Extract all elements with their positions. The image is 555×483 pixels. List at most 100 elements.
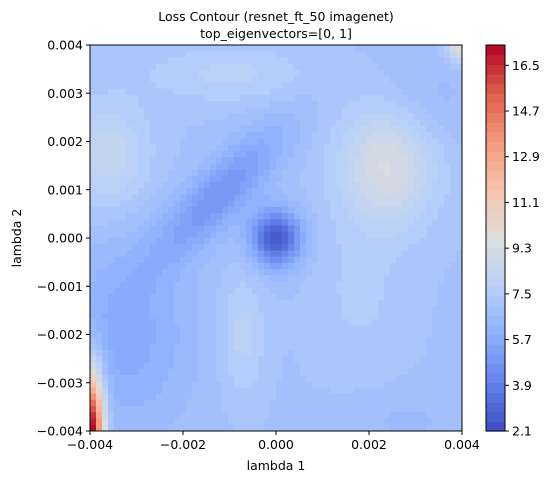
contour-cell xyxy=(150,101,157,108)
contour-cell xyxy=(396,132,403,139)
contour-cell xyxy=(384,70,391,77)
contour-cell xyxy=(312,120,319,127)
contour-cell xyxy=(162,120,169,127)
contour-cell xyxy=(324,300,331,307)
contour-cell xyxy=(372,170,379,177)
colorbar-band xyxy=(486,55,505,65)
contour-cell xyxy=(252,101,259,108)
contour-cell xyxy=(96,76,103,83)
contour-cell xyxy=(330,95,337,102)
contour-cell xyxy=(114,232,121,239)
contour-cell xyxy=(156,57,163,64)
contour-cell xyxy=(192,138,199,145)
y-tick-label: 0.003 xyxy=(47,86,83,101)
contour-cell xyxy=(126,120,133,127)
contour-cell xyxy=(228,300,235,307)
contour-cell xyxy=(192,375,199,382)
contour-cell xyxy=(444,406,451,413)
contour-cell xyxy=(444,138,451,145)
contour-cell xyxy=(276,170,283,177)
contour-cell xyxy=(318,232,325,239)
contour-cell xyxy=(312,369,319,376)
contour-cell xyxy=(276,412,283,419)
contour-cell xyxy=(138,338,145,345)
contour-cell xyxy=(144,157,151,164)
contour-cell xyxy=(162,257,169,264)
contour-cell xyxy=(252,325,259,332)
contour-cell xyxy=(438,394,445,401)
contour-cell xyxy=(258,244,265,251)
contour-cell xyxy=(426,406,433,413)
contour-cell xyxy=(390,381,397,388)
contour-cell xyxy=(450,176,457,183)
contour-cell xyxy=(198,182,205,189)
contour-cell xyxy=(312,76,319,83)
contour-cell xyxy=(96,138,103,145)
contour-cell xyxy=(132,51,139,58)
contour-cell xyxy=(444,400,451,407)
contour-cell xyxy=(132,151,139,158)
contour-cell xyxy=(246,107,253,114)
contour-cell xyxy=(144,238,151,245)
contour-cell xyxy=(288,188,295,195)
contour-cell xyxy=(126,138,133,145)
contour-cell xyxy=(162,188,169,195)
contour-cell xyxy=(210,412,217,419)
contour-cell xyxy=(414,363,421,370)
contour-cell xyxy=(366,182,373,189)
contour-cell xyxy=(144,163,151,170)
contour-cell xyxy=(180,394,187,401)
contour-cell xyxy=(330,176,337,183)
contour-cell xyxy=(180,138,187,145)
contour-cell xyxy=(402,207,409,214)
contour-cell xyxy=(306,138,313,145)
contour-cell xyxy=(438,126,445,133)
contour-cell xyxy=(156,207,163,214)
contour-cell xyxy=(360,406,367,413)
contour-cell xyxy=(210,363,217,370)
contour-cell xyxy=(90,331,97,338)
contour-cell xyxy=(240,113,247,120)
contour-cell xyxy=(138,331,145,338)
contour-cell xyxy=(216,350,223,357)
contour-cell xyxy=(270,406,277,413)
contour-cell xyxy=(360,275,367,282)
contour-cell xyxy=(342,369,349,376)
contour-cell xyxy=(126,419,133,426)
contour-cell xyxy=(282,107,289,114)
contour-cell xyxy=(276,138,283,145)
contour-cell xyxy=(144,325,151,332)
contour-cell xyxy=(258,89,265,96)
contour-cell xyxy=(264,82,271,89)
contour-cell xyxy=(264,406,271,413)
contour-cell xyxy=(300,313,307,320)
contour-cell xyxy=(432,226,439,233)
contour-cell xyxy=(102,381,109,388)
contour-cell xyxy=(252,95,259,102)
contour-cell xyxy=(324,82,331,89)
contour-cell xyxy=(174,176,181,183)
contour-cell xyxy=(156,400,163,407)
contour-cell xyxy=(306,76,313,83)
contour-cell xyxy=(258,207,265,214)
contour-cell xyxy=(102,157,109,164)
contour-cell xyxy=(318,363,325,370)
contour-cell xyxy=(300,412,307,419)
contour-cell xyxy=(198,107,205,114)
contour-cell xyxy=(420,406,427,413)
contour-cell xyxy=(270,151,277,158)
contour-cell xyxy=(426,126,433,133)
contour-cell xyxy=(360,313,367,320)
contour-cell xyxy=(396,64,403,71)
contour-cell xyxy=(270,64,277,71)
contour-cell xyxy=(294,170,301,177)
contour-cell xyxy=(432,412,439,419)
contour-cell xyxy=(234,356,241,363)
contour-cell xyxy=(414,232,421,239)
contour-cell xyxy=(306,344,313,351)
contour-cell xyxy=(288,419,295,426)
contour-cell xyxy=(156,151,163,158)
contour-cell xyxy=(426,344,433,351)
contour-cell xyxy=(120,226,127,233)
contour-cell xyxy=(366,132,373,139)
